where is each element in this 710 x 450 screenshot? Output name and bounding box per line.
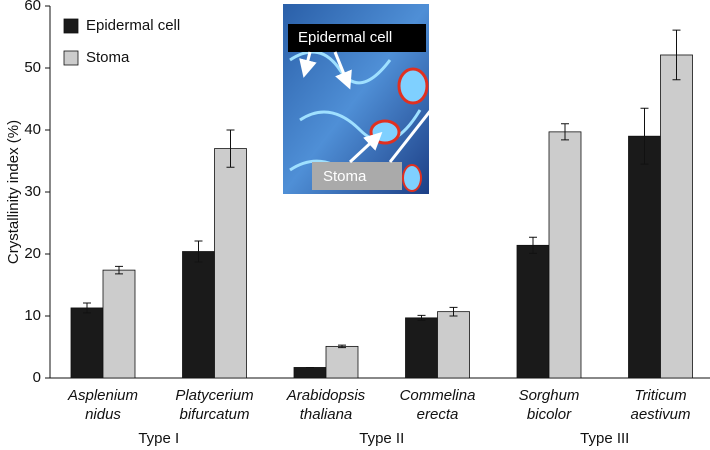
error-bar — [115, 265, 123, 275]
x-tick-label: Commelina — [400, 387, 476, 404]
bar — [102, 269, 136, 379]
group-label: Type II — [359, 430, 404, 447]
error-bar — [561, 123, 569, 141]
y-axis-label: Crystallinity index (%) — [5, 120, 22, 264]
y-tick-label: 20 — [24, 245, 41, 262]
x-tick-label: Asplenium — [67, 387, 138, 404]
x-tick-label: bicolor — [527, 406, 572, 423]
y-tick-label: 40 — [24, 121, 41, 138]
error-bar — [194, 240, 203, 263]
bar — [293, 367, 327, 379]
error-bar — [338, 344, 346, 349]
bar — [437, 311, 470, 379]
error-bar — [449, 306, 458, 317]
legend-label: Stoma — [86, 49, 130, 66]
bar — [182, 251, 215, 379]
x-tick-label: Sorghum — [519, 387, 580, 404]
bar — [548, 131, 582, 379]
y-tick-label: 0 — [33, 369, 41, 386]
legend-swatch — [63, 50, 79, 66]
group-label: Type III — [580, 430, 629, 447]
bar — [660, 54, 693, 379]
y-tick-label: 10 — [24, 307, 41, 324]
x-tick-label: Arabidopsis — [286, 387, 366, 404]
error-bar — [529, 236, 537, 254]
error-bar — [640, 107, 649, 165]
bar — [70, 307, 104, 379]
x-tick-label: thaliana — [300, 406, 353, 423]
error-bar — [83, 302, 91, 314]
x-tick-label: aestivum — [630, 406, 690, 423]
inset-label: Epidermal cell — [298, 29, 392, 46]
inset-label: Stoma — [323, 168, 367, 185]
group-label: Type I — [138, 430, 179, 447]
bar — [405, 317, 438, 379]
x-tick-label: erecta — [417, 406, 459, 423]
error-bar — [226, 129, 235, 168]
x-tick-label: bifurcatum — [179, 406, 249, 423]
y-tick-label: 30 — [24, 183, 41, 200]
error-bar — [672, 29, 681, 81]
x-tick-label: Triticum — [634, 387, 686, 404]
bar — [214, 148, 247, 379]
bar — [516, 244, 550, 379]
inset-image: Epidermal cell Stoma — [283, 4, 457, 194]
legend-swatch — [63, 18, 79, 34]
legend-label: Epidermal cell — [86, 17, 180, 34]
y-tick-label: 50 — [24, 59, 41, 76]
x-tick-label: Platycerium — [175, 387, 253, 404]
x-tick-label: nidus — [85, 406, 121, 423]
bar — [628, 135, 661, 379]
bar — [325, 345, 359, 379]
error-bar — [417, 314, 426, 321]
y-tick-label: 60 — [24, 0, 41, 14]
